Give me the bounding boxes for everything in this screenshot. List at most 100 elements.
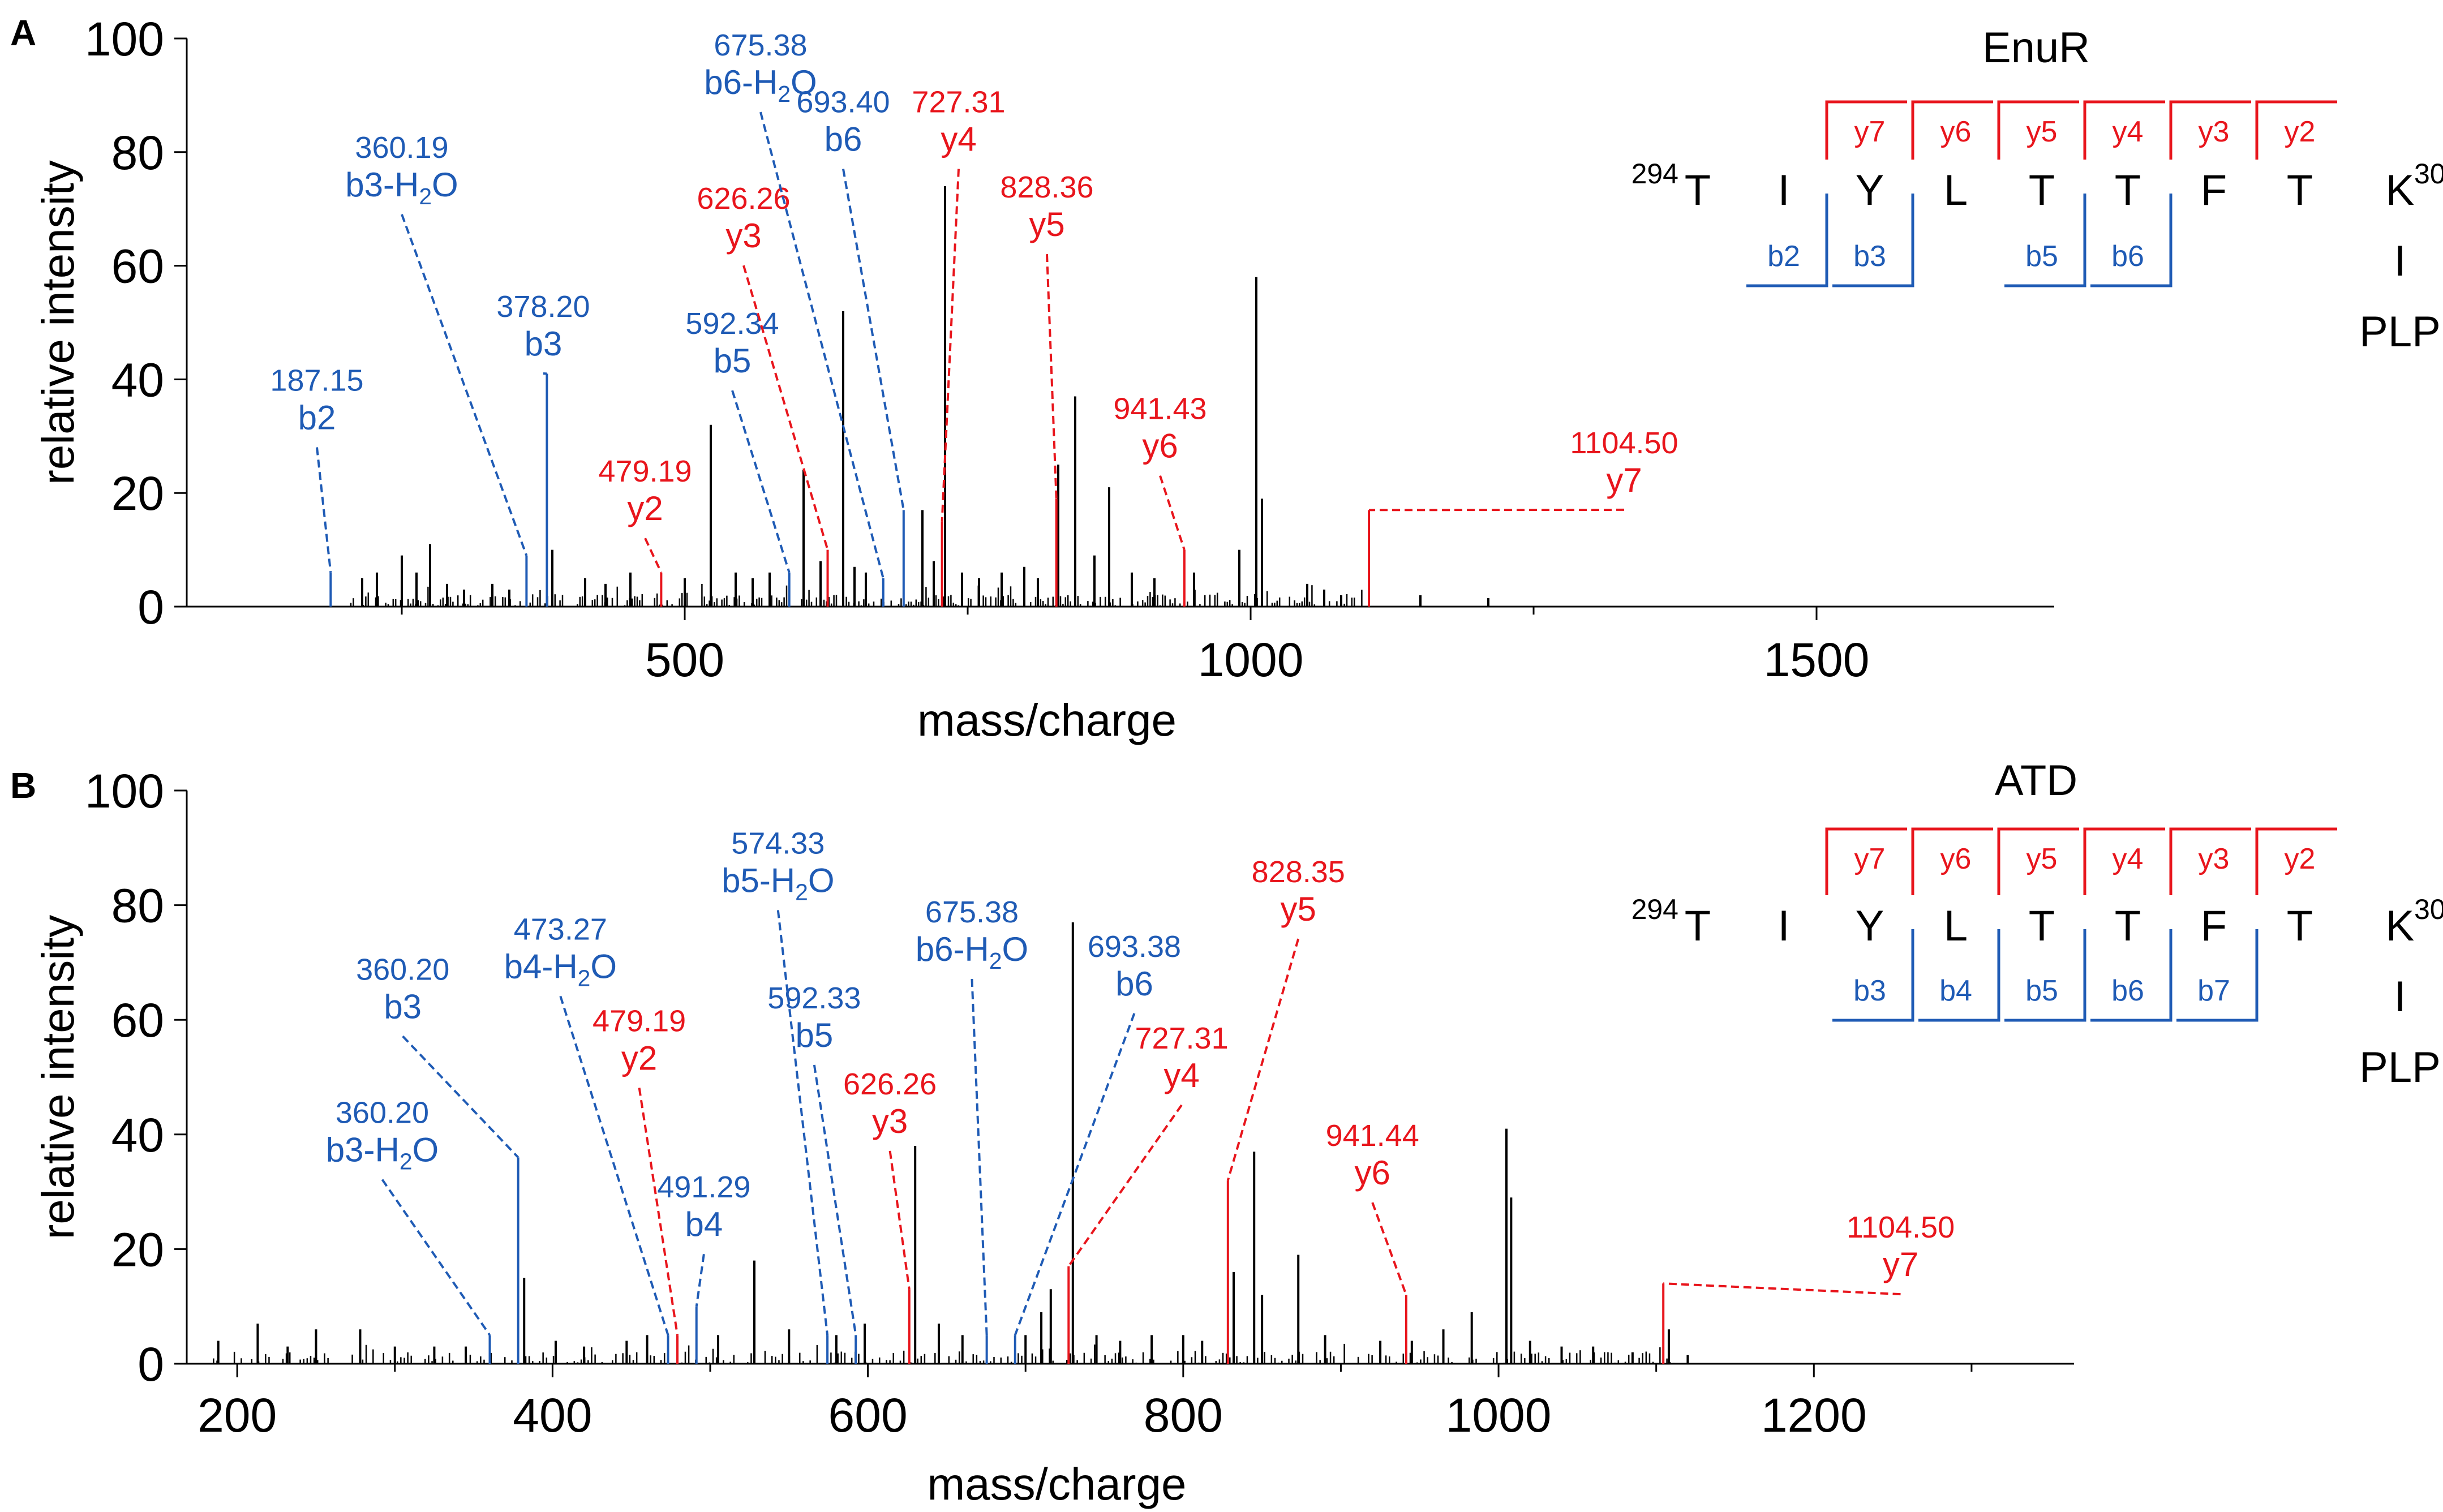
- protein-name: ATD: [1995, 757, 2077, 805]
- peak-mz-label: 693.38: [1088, 930, 1181, 964]
- peak-mz-label: 675.38: [714, 28, 807, 62]
- subscript: 2: [400, 1149, 413, 1175]
- ion-label: b6-H2O: [704, 63, 817, 107]
- y-tick-label: 80: [111, 879, 164, 933]
- bracket: [1825, 827, 1907, 895]
- peak-mz-label: 491.29: [657, 1170, 750, 1204]
- leader-line: [1046, 254, 1058, 499]
- peak-mz-label: 693.40: [796, 85, 890, 119]
- ion-label: y3: [725, 217, 761, 255]
- residue: T: [2287, 902, 2313, 950]
- residue: T: [1685, 902, 1711, 950]
- peak-mz-label: 360.20: [336, 1096, 429, 1130]
- x-tick-label: 400: [513, 1389, 592, 1442]
- bracket: [1997, 827, 2079, 895]
- y-tick-label: 100: [85, 12, 164, 66]
- subscript: 2: [795, 879, 808, 905]
- residue: T: [2029, 902, 2055, 950]
- ion-label: b5-H2O: [722, 861, 834, 905]
- x-tick-label: 500: [645, 633, 724, 686]
- peak-mz-label: 1104.50: [1847, 1210, 1955, 1244]
- end-number: 302: [2414, 158, 2443, 190]
- peak-mz-label: 828.36: [1000, 170, 1093, 204]
- y-tick-label: 0: [138, 581, 164, 634]
- leader-line: [316, 447, 332, 573]
- ion-label: b3: [384, 987, 422, 1025]
- y-ion-label: y4: [2113, 843, 2144, 875]
- bracket: [1832, 194, 1914, 287]
- y-ion-bracket: [1911, 100, 1993, 160]
- bracket: [2169, 100, 2251, 160]
- peak-mz-label: 360.20: [356, 952, 449, 986]
- bracket: [2255, 100, 2337, 160]
- y-ion-label: y6: [1940, 115, 1972, 148]
- y-axis-title: relative intensity: [33, 915, 83, 1240]
- sequence-diagram: ATD T I Y L T T F T K 294 302 I PLP y7 y6 y5 y4 y3 y2 b3 b4 b5…: [1631, 757, 2443, 1092]
- y-ion-label: y6: [1940, 843, 1972, 875]
- ion-label: b5: [796, 1016, 834, 1054]
- x-tick-label: 600: [828, 1389, 908, 1442]
- bracket: [1832, 929, 1914, 1022]
- leader-line: [731, 390, 791, 573]
- subscript: 2: [578, 965, 591, 991]
- modification: PLP: [2359, 308, 2441, 356]
- y-ion-bracket: [2255, 827, 2337, 895]
- residue: I: [1777, 902, 1789, 950]
- ion-label: b3: [525, 325, 563, 363]
- peak-mz-label: 479.19: [592, 1004, 686, 1038]
- start-number: 294: [1631, 158, 1678, 190]
- b-ion-label: b4: [1939, 974, 1972, 1007]
- y-ion-bracket: [2169, 100, 2251, 160]
- residue: K: [2386, 166, 2415, 214]
- ion-label: b3-H2O: [326, 1131, 439, 1175]
- x-tick-label: 1200: [1761, 1389, 1867, 1442]
- residue: T: [2115, 902, 2141, 950]
- bracket: [2004, 929, 2086, 1022]
- residue: T: [2029, 166, 2055, 214]
- bracket: [1918, 929, 2000, 1022]
- panel-B: B 0 20 40 60 80 100 200 400 600 800 1000 1200 mass/ch…: [10, 757, 2443, 1509]
- bracket: [2176, 929, 2259, 1022]
- y-tick-label: 60: [111, 994, 164, 1047]
- leader-line: [695, 1253, 705, 1307]
- b-ion-bracket: [1918, 929, 2000, 1022]
- peak-mz-label: 941.44: [1326, 1119, 1419, 1153]
- y-tick-label: 0: [138, 1338, 164, 1391]
- residue: T: [1685, 166, 1711, 214]
- y-tick-label: 40: [111, 1109, 164, 1162]
- peak-mz-label: 592.33: [767, 981, 861, 1015]
- ion-label: b6: [1115, 965, 1153, 1003]
- leader-line: [842, 169, 905, 510]
- peak-mz-label: 727.31: [1135, 1021, 1228, 1055]
- subscript: 2: [419, 183, 432, 209]
- ion-label-suffix: O: [590, 947, 617, 985]
- x-tick-label: 1000: [1198, 633, 1304, 686]
- peak-mz-label: 727.31: [912, 85, 1005, 119]
- peak-mz-label: 626.26: [697, 182, 790, 216]
- y-ion-bracket: [1997, 100, 2079, 160]
- b-ion-bracket: [2004, 929, 2086, 1022]
- y-axis-title: relative intensity: [33, 160, 83, 485]
- major-peaks: [361, 186, 1489, 607]
- residue: K: [2386, 902, 2415, 950]
- ion-label: y5: [1281, 890, 1316, 928]
- y-ion-bracket: [1997, 827, 2079, 895]
- ion-label: b4: [685, 1205, 723, 1243]
- modification: I: [2394, 973, 2406, 1021]
- x-tick-label: 200: [197, 1389, 277, 1442]
- b-ion-bracket: [2090, 194, 2172, 287]
- y-ion-bracket: [2255, 100, 2337, 160]
- peak-mz-label: 378.20: [496, 290, 590, 324]
